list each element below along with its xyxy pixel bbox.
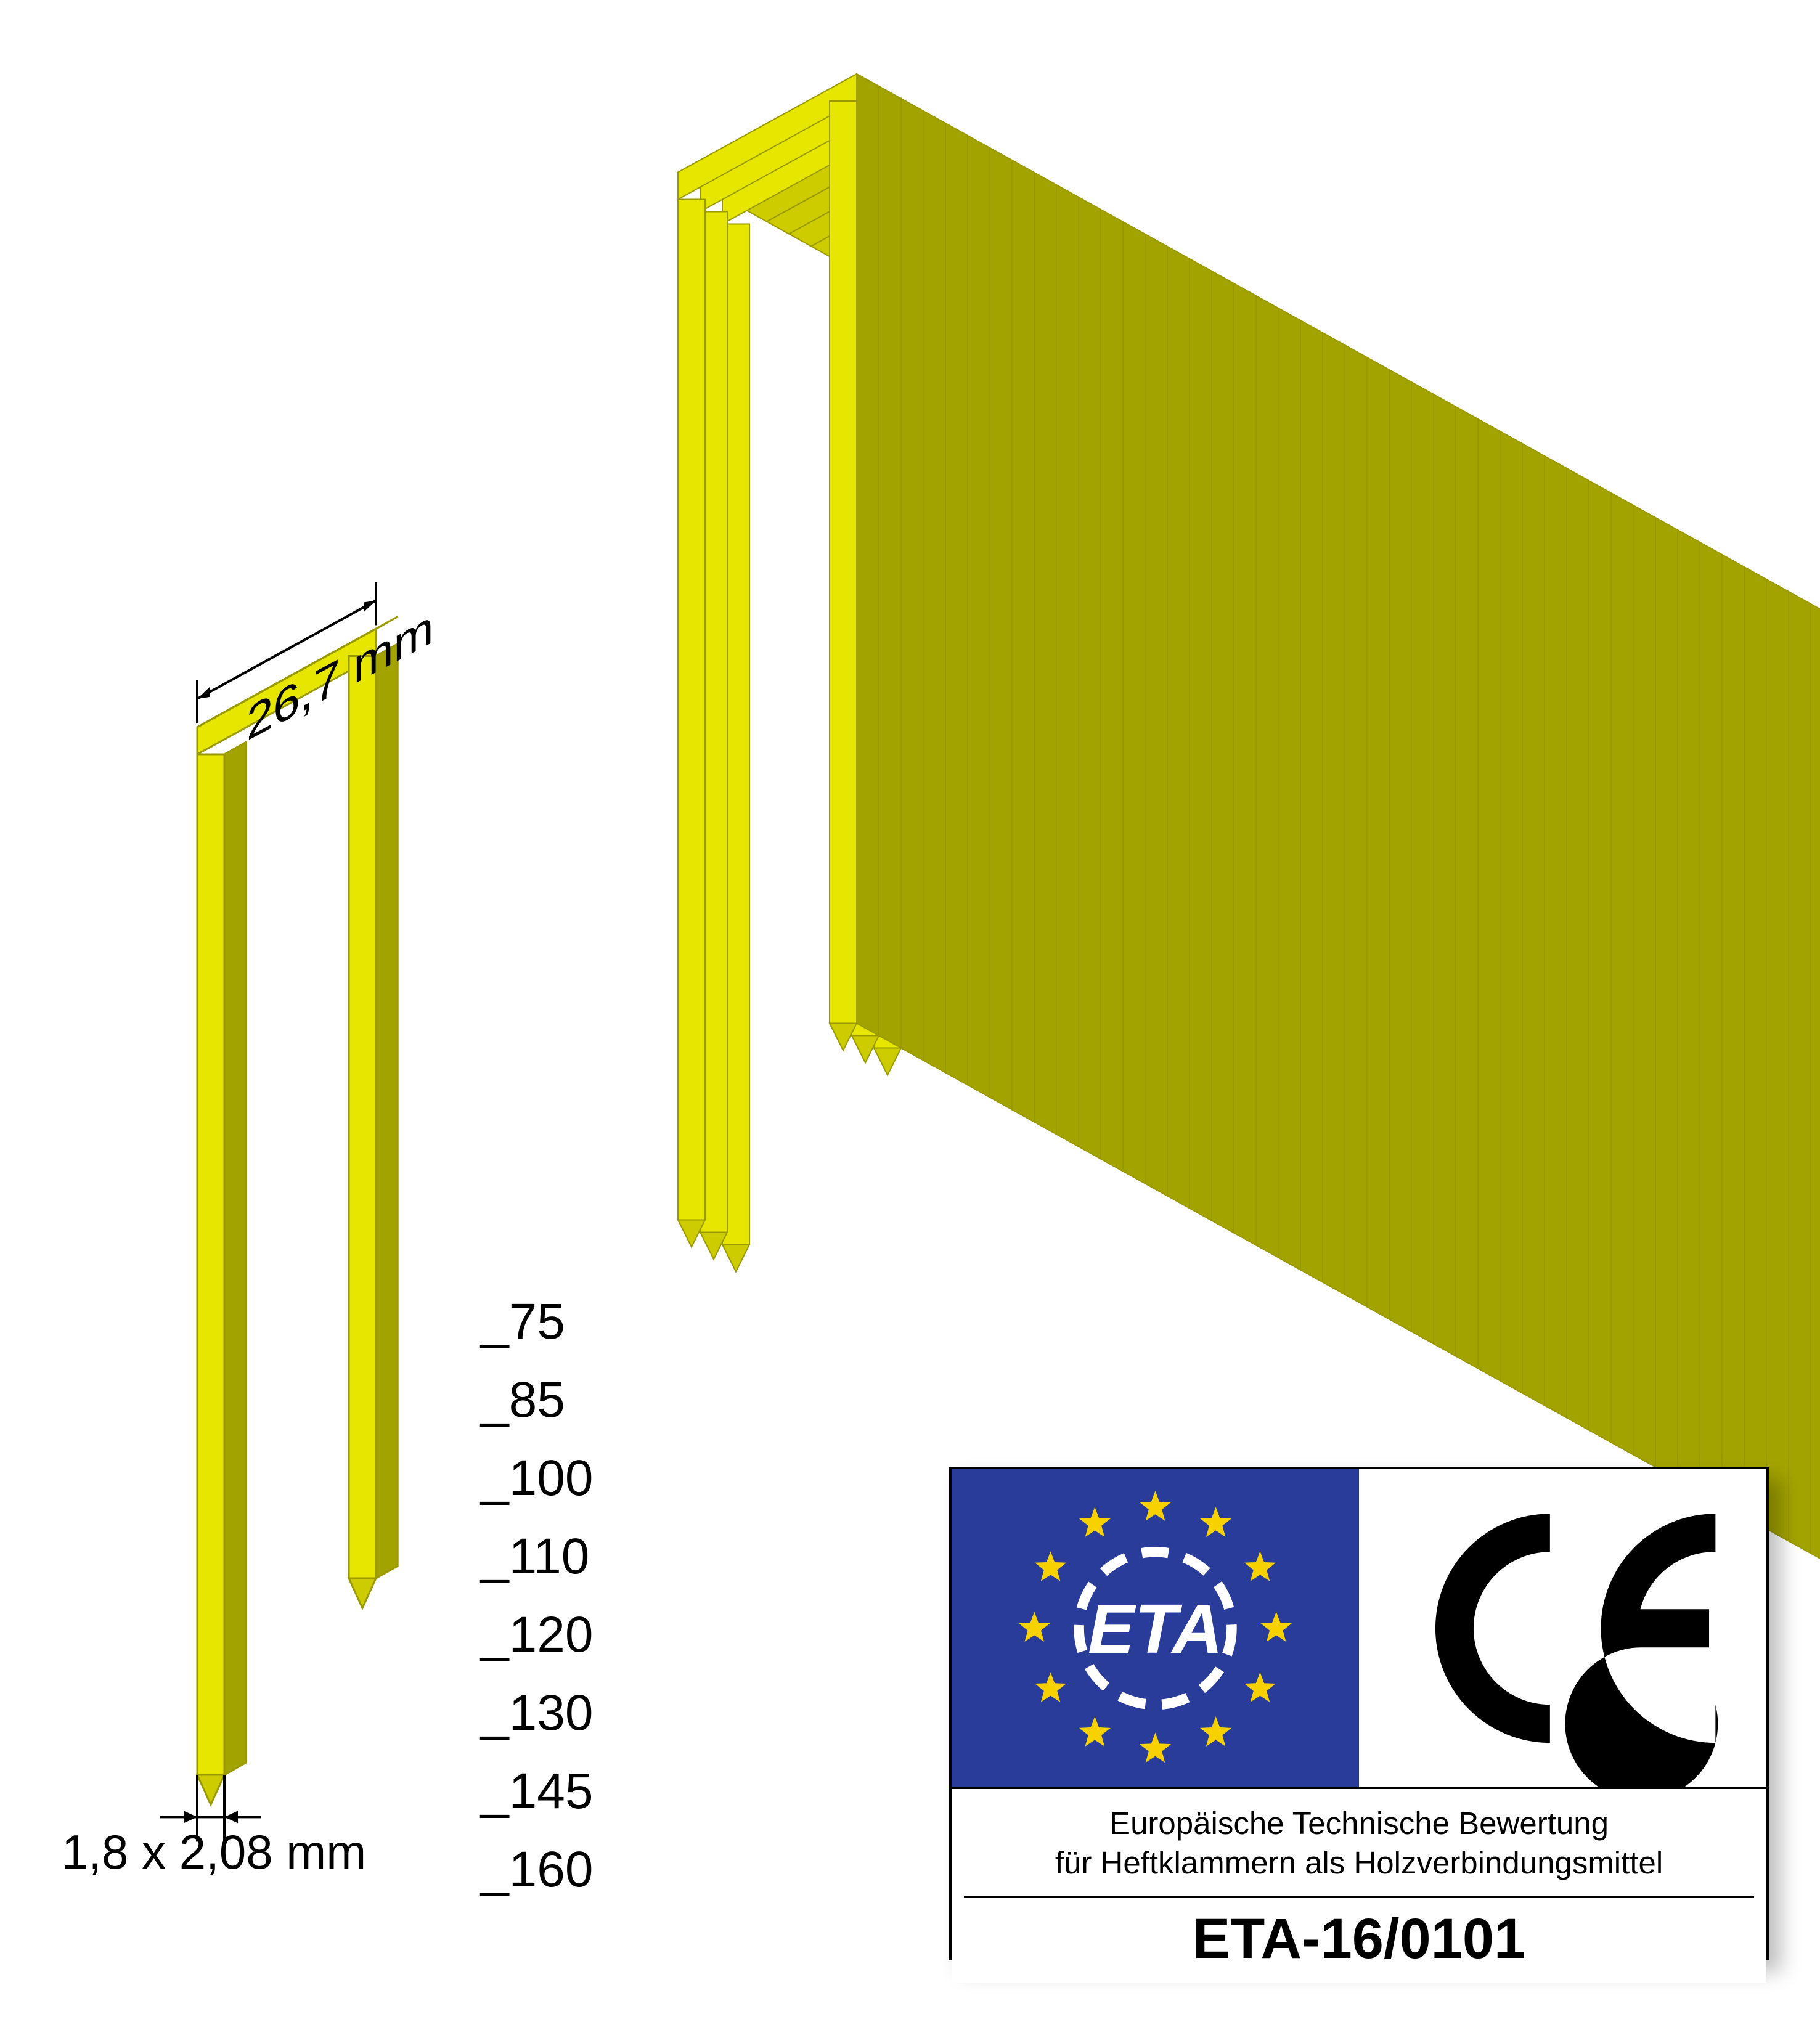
eta-logo-panel: ETA <box>952 1469 1359 1787</box>
certification-logos: ETA <box>952 1469 1766 1787</box>
certification-text: Europäische Technische Bewertung für Hef… <box>952 1787 1766 1983</box>
ce-logo-panel <box>1359 1469 1766 1787</box>
length-option: 100 <box>481 1449 593 1507</box>
svg-text:ETA: ETA <box>1088 1590 1223 1668</box>
ce-mark <box>1359 1469 1766 1787</box>
cert-desc-line2: für Heftklammern als Holzverbindungsmitt… <box>964 1843 1754 1883</box>
length-option: 85 <box>481 1371 565 1429</box>
length-option: 120 <box>481 1606 593 1664</box>
length-option: 145 <box>481 1763 593 1820</box>
diagram-canvas: 26,7 mm 1,8 x 2,08 mm 758510011012013014… <box>0 0 1820 2038</box>
length-option: 160 <box>481 1841 593 1899</box>
certification-description: Europäische Technische Bewertung für Hef… <box>964 1804 1754 1883</box>
certification-box: ETA Europäische Technische Bewertung für… <box>949 1467 1769 1960</box>
eta-logo: ETA <box>952 1469 1359 1787</box>
wire-gauge-label: 1,8 x 2,08 mm <box>62 1824 366 1880</box>
certification-number: ETA-16/0101 <box>964 1907 1754 1971</box>
length-option: 130 <box>481 1684 593 1742</box>
cert-desc-line1: Europäische Technische Bewertung <box>964 1804 1754 1843</box>
length-option: 110 <box>481 1528 589 1586</box>
length-option: 75 <box>481 1293 565 1351</box>
